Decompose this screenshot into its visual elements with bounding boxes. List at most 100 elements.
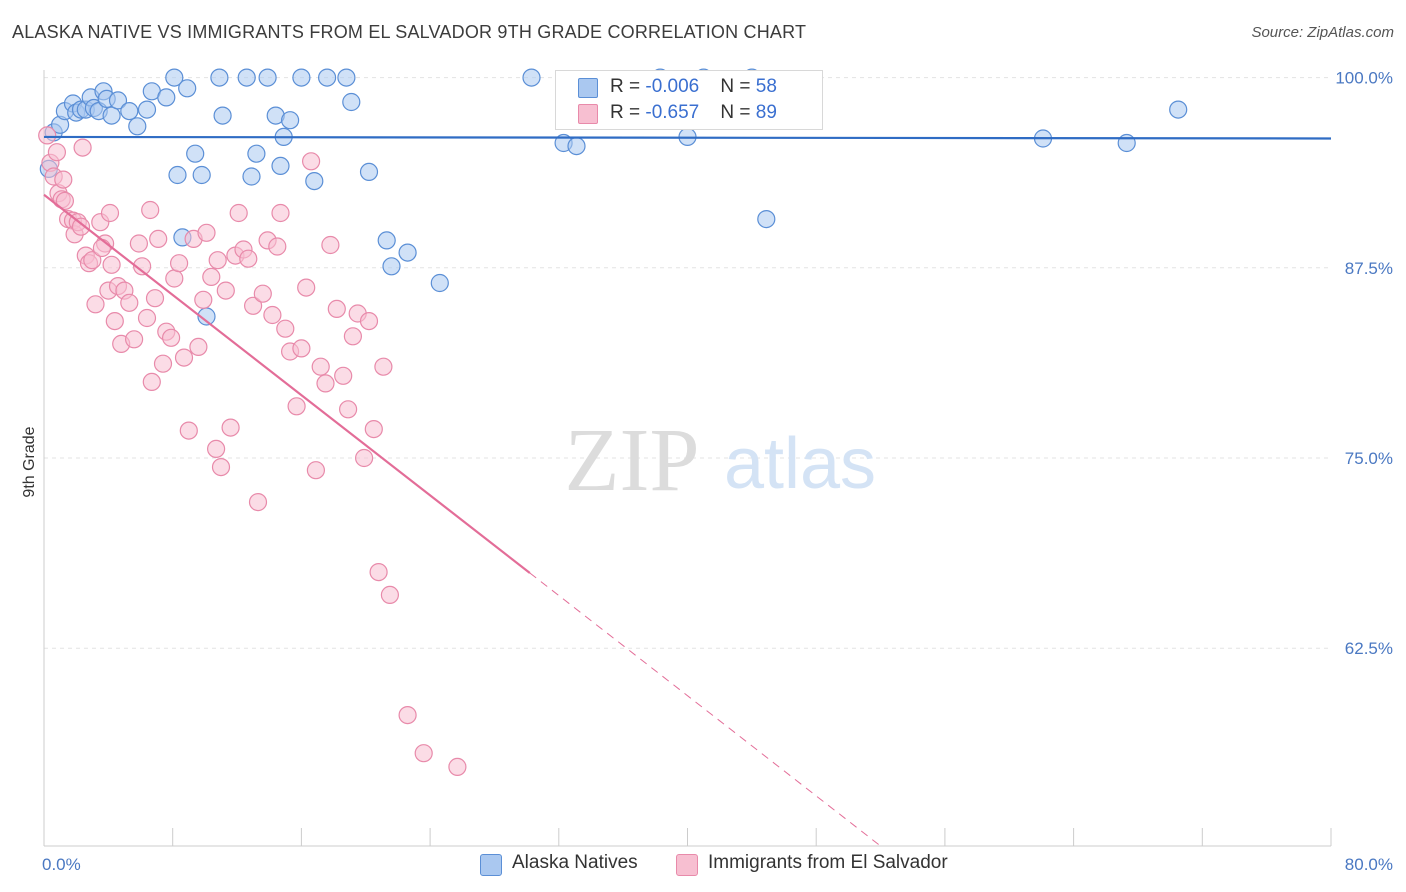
y-tick-label: 87.5% bbox=[1345, 259, 1393, 278]
stats-legend: R = -0.006 N = 58 R = -0.657 N = 89 bbox=[555, 70, 823, 130]
legend-text-blue: R = -0.006 N = 58 bbox=[610, 76, 777, 98]
point-alaska-natives bbox=[292, 68, 311, 87]
point-el-salvador bbox=[207, 439, 226, 458]
point-alaska-natives bbox=[247, 144, 266, 163]
point-el-salvador bbox=[92, 238, 112, 258]
point-el-salvador bbox=[137, 308, 157, 328]
point-el-salvador bbox=[165, 269, 184, 288]
point-el-salvador bbox=[321, 235, 340, 255]
point-el-salvador bbox=[297, 278, 316, 297]
point-el-salvador bbox=[189, 337, 208, 356]
point-el-salvador bbox=[100, 203, 120, 223]
point-el-salvador bbox=[302, 152, 321, 171]
point-el-salvador bbox=[208, 251, 227, 270]
point-el-salvador bbox=[292, 339, 311, 358]
series-alaska-natives bbox=[39, 68, 1188, 326]
trend-lines bbox=[43, 135, 1332, 847]
watermark-zip: ZIP bbox=[565, 411, 700, 510]
point-el-salvador bbox=[414, 744, 433, 763]
watermark-atlas: atlas bbox=[724, 424, 876, 504]
point-el-salvador bbox=[162, 328, 181, 347]
point-el-salvador bbox=[133, 257, 152, 276]
legend-swatch-pink bbox=[578, 104, 598, 124]
point-alaska-natives bbox=[337, 68, 356, 87]
point-alaska-natives bbox=[168, 165, 187, 185]
series-el-salvador bbox=[38, 126, 467, 777]
trend-line-extension bbox=[529, 572, 881, 847]
point-alaska-natives bbox=[157, 88, 176, 107]
point-alaska-natives bbox=[398, 243, 417, 262]
point-el-salvador bbox=[71, 217, 91, 236]
point-el-salvador bbox=[263, 305, 282, 325]
point-el-salvador bbox=[343, 327, 362, 346]
point-alaska-natives bbox=[102, 106, 121, 125]
x-tick-label: 0.0% bbox=[42, 855, 81, 874]
point-el-salvador bbox=[202, 267, 221, 286]
point-el-salvador bbox=[306, 461, 325, 480]
grid-lines bbox=[44, 77, 1331, 649]
legend-label-el-salvador: Immigrants from El Salvador bbox=[708, 852, 948, 873]
legend-swatch-el-salvador bbox=[676, 854, 698, 876]
point-el-salvador bbox=[221, 418, 240, 437]
y-tick-label: 75.0% bbox=[1345, 449, 1393, 468]
point-el-salvador bbox=[244, 296, 263, 315]
point-el-salvador bbox=[105, 312, 124, 331]
point-alaska-natives bbox=[342, 92, 361, 112]
legend-r-value: -0.006 bbox=[645, 76, 700, 97]
point-el-salvador bbox=[311, 357, 330, 376]
point-alaska-natives bbox=[318, 68, 337, 87]
point-el-salvador bbox=[239, 249, 258, 268]
point-el-salvador bbox=[142, 372, 161, 391]
point-alaska-natives bbox=[237, 68, 256, 87]
point-alaska-natives bbox=[120, 101, 139, 121]
point-el-salvador bbox=[73, 138, 92, 157]
series-legend: Alaska Natives Immigrants from El Salvad… bbox=[0, 852, 1406, 878]
point-el-salvador bbox=[153, 354, 173, 373]
y-tick-label: 100.0% bbox=[1335, 69, 1393, 88]
point-el-salvador bbox=[229, 203, 248, 223]
point-alaska-natives bbox=[108, 91, 128, 110]
point-el-salvador bbox=[83, 251, 102, 270]
point-el-salvador bbox=[271, 203, 290, 223]
point-el-salvador bbox=[86, 295, 105, 314]
point-el-salvador bbox=[334, 366, 353, 385]
point-el-salvador bbox=[248, 493, 268, 512]
point-el-salvador bbox=[327, 299, 346, 318]
legend-n-value: 89 bbox=[755, 102, 777, 123]
legend-swatch-blue bbox=[578, 78, 598, 98]
point-el-salvador bbox=[359, 312, 379, 331]
point-el-salvador bbox=[47, 143, 67, 162]
point-alaska-natives bbox=[242, 167, 261, 186]
point-alaska-natives bbox=[430, 273, 449, 293]
chart-source: Source: ZipAtlas.com bbox=[1251, 24, 1394, 41]
point-el-salvador bbox=[355, 448, 374, 468]
point-el-salvador bbox=[170, 254, 189, 273]
point-el-salvador bbox=[276, 319, 295, 338]
point-alaska-natives bbox=[192, 165, 211, 185]
point-alaska-natives bbox=[382, 257, 401, 276]
point-el-salvador bbox=[129, 234, 148, 253]
y-axis-label: 9th Grade bbox=[21, 426, 38, 497]
point-el-salvador bbox=[125, 330, 144, 349]
axes bbox=[43, 70, 1332, 847]
point-alaska-natives bbox=[1117, 133, 1136, 153]
point-alaska-natives bbox=[186, 144, 205, 163]
chart-title: ALASKA NATIVE VS IMMIGRANTS FROM EL SALV… bbox=[12, 22, 807, 42]
point-alaska-natives bbox=[178, 79, 197, 98]
point-alaska-natives bbox=[522, 68, 541, 87]
point-el-salvador bbox=[141, 200, 160, 220]
point-el-salvador bbox=[145, 289, 165, 308]
point-el-salvador bbox=[398, 705, 417, 725]
watermark: ZIP atlas bbox=[565, 411, 877, 510]
legend-n-label: N = bbox=[720, 76, 756, 97]
point-alaska-natives bbox=[305, 172, 324, 191]
point-el-salvador bbox=[38, 126, 57, 145]
point-el-salvador bbox=[174, 348, 194, 367]
point-el-salvador bbox=[253, 284, 272, 303]
point-alaska-natives bbox=[271, 156, 290, 175]
point-alaska-natives bbox=[377, 231, 396, 250]
point-el-salvador bbox=[179, 421, 198, 440]
x-tick-label: 80.0% bbox=[1345, 855, 1393, 874]
point-el-salvador bbox=[339, 400, 358, 419]
